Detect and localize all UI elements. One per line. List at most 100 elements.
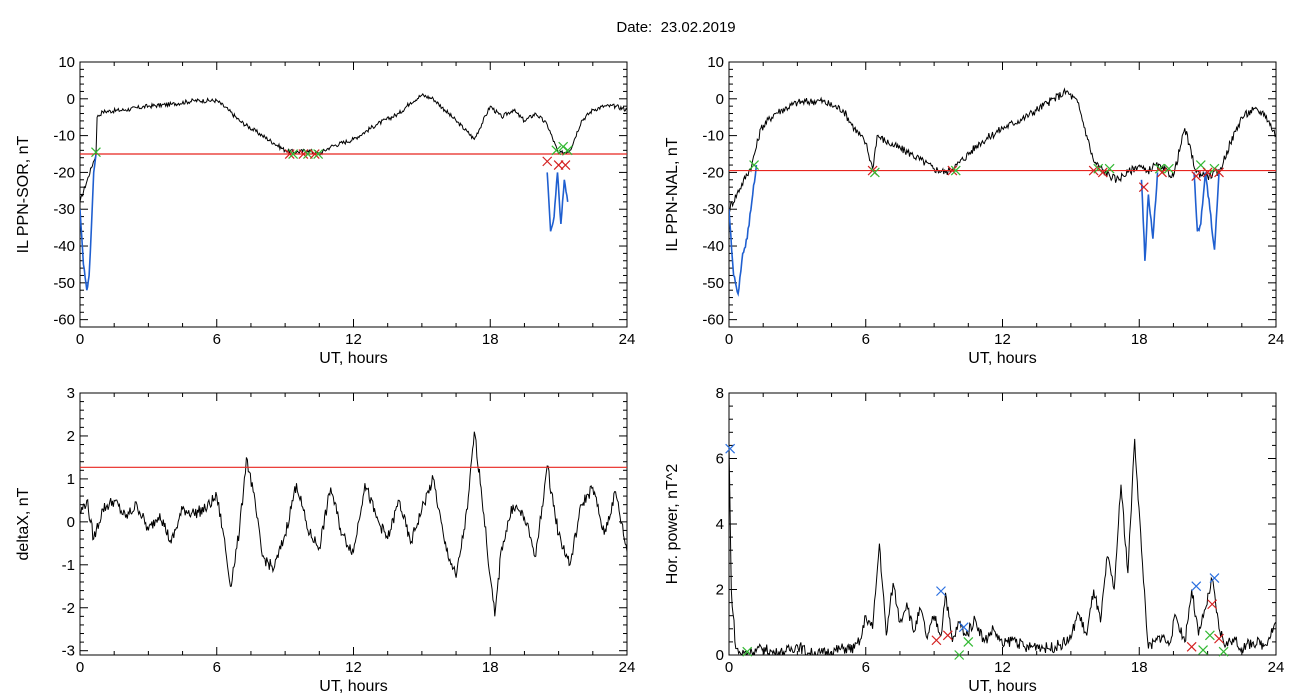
y-tick-label: -50 [702, 275, 724, 292]
marker-stroke [1097, 167, 1108, 178]
y-tick-label: 6 [716, 451, 724, 468]
marker-red [1214, 633, 1224, 644]
marker-stroke [950, 165, 961, 176]
marker-green [1163, 163, 1174, 174]
y-tick-label: -60 [702, 312, 724, 329]
marker-stroke [562, 145, 573, 156]
marker-stroke [551, 145, 562, 156]
plot-frame [79, 61, 628, 328]
marker-blue [1191, 581, 1202, 592]
series-line-blue [1140, 172, 1159, 261]
series-line-blue [80, 153, 97, 291]
y-axis-label: IL PPN-SOR, nT [15, 135, 32, 253]
marker-blue [725, 443, 736, 454]
y-tick-label: 3 [67, 385, 75, 402]
marker-stroke [1209, 163, 1220, 174]
marker-stroke [284, 149, 295, 159]
marker-stroke [1198, 645, 1208, 656]
y-tick-label: -20 [53, 164, 75, 181]
marker-red [1214, 167, 1224, 178]
y-tick-label: 2 [67, 428, 75, 445]
x-tick-label: 18 [482, 659, 499, 676]
figure-title: Date: 23.02.2019 [0, 19, 1300, 36]
marker-stroke [947, 165, 958, 176]
marker-red [542, 156, 553, 167]
x-tick-label: 24 [1268, 331, 1285, 348]
marker-stroke [936, 586, 946, 597]
y-tick-label: -60 [53, 312, 75, 329]
marker-stroke [1157, 167, 1167, 178]
chart-ppn_nal: 0 6 12 18 24 -60 -50 -40 -30 -20 -10 0 10 UT, hours IL… [664, 54, 1284, 367]
marker-red [309, 149, 320, 159]
x-axis-label: UT, hours [319, 350, 387, 367]
y-tick-label: -40 [53, 238, 75, 255]
x-tick-label: 6 [213, 331, 221, 348]
x-tick-label: 12 [345, 331, 362, 348]
marker-green [551, 145, 562, 156]
y-tick-label: 8 [716, 385, 724, 402]
y-tick-label: 0 [716, 91, 724, 108]
marker-red [1157, 167, 1167, 178]
marker-green [1218, 646, 1229, 657]
marker-red [1097, 167, 1108, 178]
marker-stroke [1104, 163, 1115, 174]
y-tick-label: 10 [58, 54, 75, 71]
marker-green [950, 165, 961, 176]
marker-stroke [558, 141, 569, 152]
y-tick-label: 10 [707, 54, 724, 71]
y-tick-label: 2 [716, 582, 724, 599]
plot-area [80, 93, 627, 291]
marker-red [1138, 182, 1149, 193]
marker-red [560, 160, 571, 170]
marker-red [1191, 171, 1202, 182]
marker-stroke [958, 622, 969, 633]
marker-stroke [288, 149, 299, 159]
y-axis-label: IL PPN-NAL, nT [664, 137, 681, 251]
marker-green [1204, 630, 1215, 641]
chart-ppn_sor: 0 6 12 18 24 -60 -50 -40 -30 -20 -10 0 10 UT, hours IL… [15, 54, 635, 367]
x-tick-label: 24 [1268, 659, 1285, 676]
marker-red [931, 635, 942, 646]
marker-green [742, 646, 753, 657]
marker-stroke [1186, 641, 1197, 652]
plot-area [729, 438, 1276, 655]
marker-stroke [1218, 646, 1229, 657]
plot-area [80, 431, 627, 617]
series-line-black [80, 431, 627, 617]
plot-frame [728, 61, 1277, 328]
marker-green [954, 650, 965, 660]
y-tick-label: 0 [67, 514, 75, 531]
marker-stroke [1154, 163, 1165, 174]
marker-blue [936, 586, 946, 597]
marker-red [1207, 599, 1218, 610]
marker-stroke [1191, 171, 1202, 182]
marker-green [869, 167, 880, 178]
x-tick-label: 0 [725, 659, 733, 676]
marker-stroke [91, 147, 101, 158]
marker-stroke [1202, 167, 1213, 178]
marker-red [942, 630, 953, 641]
marker-stroke [1207, 599, 1218, 610]
y-axis-label: Hor. power, nT^2 [664, 464, 681, 585]
y-tick-label: -1 [62, 557, 75, 574]
y-tick-label: 1 [67, 471, 75, 488]
marker-stroke [1138, 182, 1149, 193]
y-tick-label: -2 [62, 600, 75, 617]
x-axis-label: UT, hours [968, 350, 1036, 367]
marker-red [1202, 167, 1213, 178]
marker-green [1093, 163, 1104, 174]
marker-red [284, 149, 295, 159]
marker-green [1209, 163, 1220, 174]
marker-stroke [298, 149, 309, 159]
marker-red [1186, 641, 1197, 652]
x-axis-label: UT, hours [319, 678, 387, 695]
y-tick-label: -50 [53, 275, 75, 292]
y-axis-label: deltaX, nT [15, 487, 32, 560]
x-tick-label: 0 [76, 659, 84, 676]
marker-stroke [749, 160, 759, 170]
y-tick-label: 0 [67, 91, 75, 108]
marker-stroke [963, 636, 974, 647]
marker-stroke [1214, 633, 1224, 644]
